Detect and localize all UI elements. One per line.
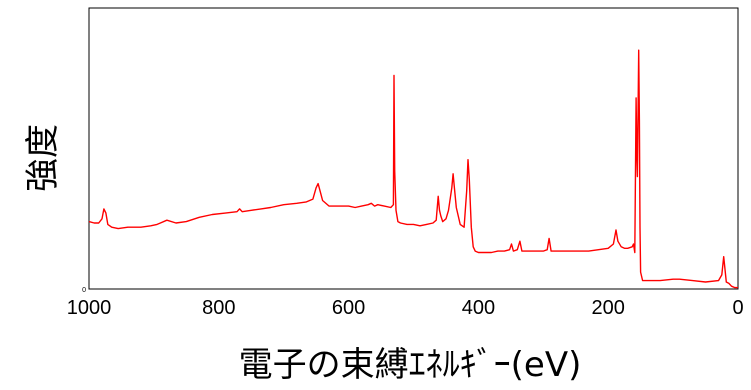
plot-frame	[88, 7, 739, 290]
x-tick-label: 0	[732, 297, 743, 319]
x-tick-label: 400	[462, 297, 495, 319]
x-tick-label: 1000	[67, 297, 112, 319]
x-tick-label: 800	[202, 297, 235, 319]
y-origin-label: 0	[82, 287, 86, 294]
x-axis-title: 電子の束縛ｴﾈﾙｷﾞｰ(eV)	[239, 345, 582, 385]
x-tick-labels: 1000 800 600 400 200 0	[67, 297, 744, 319]
spectrum-line	[88, 49, 738, 289]
x-tick-label: 600	[332, 297, 365, 319]
x-tick-label: 200	[592, 297, 625, 319]
y-axis-title: 強度	[23, 124, 63, 192]
